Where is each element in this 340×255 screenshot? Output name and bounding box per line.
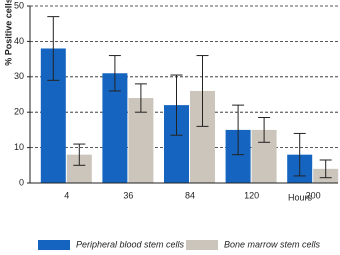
y-tick-label: 50 xyxy=(14,0,24,10)
x-tick-label: 4 xyxy=(64,190,69,200)
y-tick-label: 40 xyxy=(14,36,24,46)
legend-label: Peripheral blood stem cells xyxy=(76,239,185,249)
error-bar xyxy=(196,55,209,127)
error-bar xyxy=(170,74,183,136)
x-tick-label: 36 xyxy=(123,190,133,200)
x-tick-label: 200 xyxy=(306,190,321,200)
error-bar xyxy=(319,159,332,179)
x-tick-label: 120 xyxy=(244,190,259,200)
y-tick-label: 0 xyxy=(19,177,24,187)
error-bar xyxy=(47,16,60,81)
y-tick-label: 20 xyxy=(14,107,24,117)
legend-swatch xyxy=(38,240,70,250)
error-bar xyxy=(134,83,147,113)
legend-swatch xyxy=(186,240,218,250)
error-bar xyxy=(73,143,86,166)
error-bar xyxy=(258,117,271,143)
bar xyxy=(102,73,128,183)
y-tick-label: 10 xyxy=(14,142,24,152)
x-axis-label: Hours xyxy=(288,192,313,202)
x-tick-label: 84 xyxy=(185,190,195,200)
error-bar xyxy=(293,132,306,177)
y-axis-label: % Positive cells xyxy=(3,0,13,66)
error-bar xyxy=(108,55,121,92)
y-tick-label: 30 xyxy=(14,71,24,81)
legend-label: Bone marrow stem cells xyxy=(224,239,321,249)
error-bar xyxy=(232,104,245,156)
